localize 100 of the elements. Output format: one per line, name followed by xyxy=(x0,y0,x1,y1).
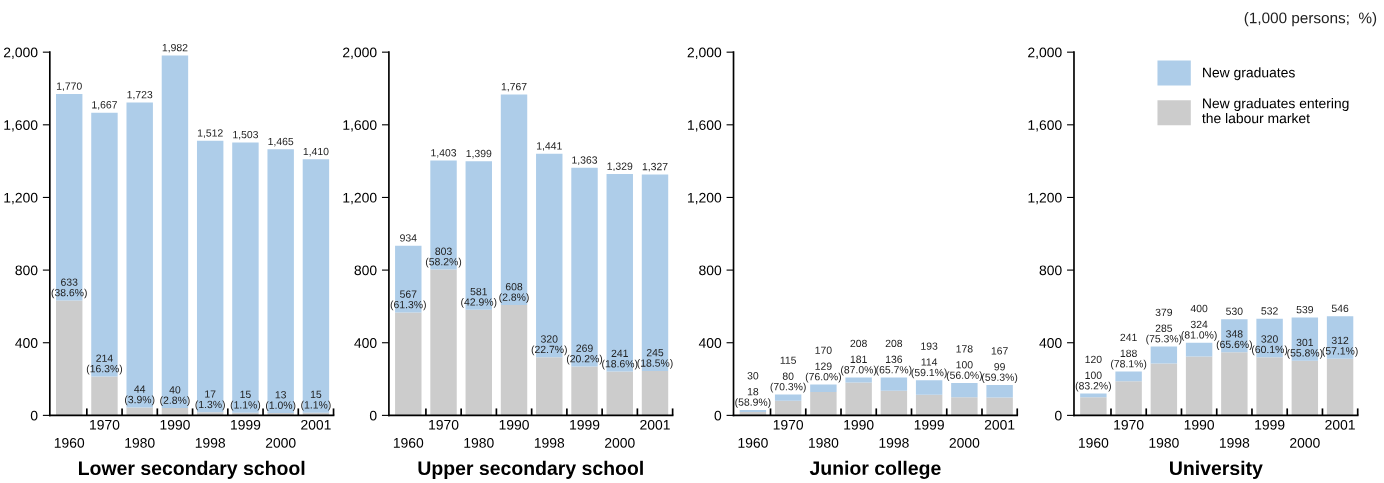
y-tick-label: 2,000 xyxy=(687,47,722,59)
total-label: 1,410 xyxy=(303,147,329,157)
data-label: 100 (56.0%) xyxy=(946,361,982,381)
bar xyxy=(986,397,1013,416)
bar xyxy=(161,408,189,416)
y-tick-label: 1,200 xyxy=(1028,192,1062,205)
data-label: 17 (1.3%) xyxy=(195,390,225,411)
data-label: 269 (20.2%) xyxy=(566,344,603,365)
data-label: 99 (59.3%) xyxy=(982,363,1018,383)
data-label: 136 (65.7%) xyxy=(876,355,912,376)
total-label: 208 xyxy=(885,339,903,348)
total-label: 1,667 xyxy=(92,101,117,110)
bar xyxy=(880,377,908,391)
data-label: 114 (59.1%) xyxy=(911,358,947,379)
total-label: 30 xyxy=(747,372,759,380)
data-label: 129 (76.0%) xyxy=(805,362,841,383)
text: Upper secondary school xyxy=(418,460,643,479)
bar xyxy=(1221,352,1248,416)
bar xyxy=(196,412,224,416)
data-label: 567 (61.3%) xyxy=(390,290,426,311)
data-label: 80 (70.3%) xyxy=(770,372,806,393)
total-label: 379 xyxy=(1155,308,1173,317)
bar xyxy=(161,55,189,409)
y-tick-label: 0 xyxy=(714,410,722,421)
total-label: 170 xyxy=(815,346,832,354)
x-tick-label: 1990 xyxy=(160,419,190,430)
bar xyxy=(500,304,528,416)
x-tick-label: 1980 xyxy=(809,437,839,448)
x-tick-label: 1999 xyxy=(231,419,261,430)
bar xyxy=(571,366,598,416)
bar xyxy=(126,407,153,416)
bar xyxy=(55,300,83,416)
y-tick-label: 0 xyxy=(1055,410,1062,421)
legend-label: New graduates entering the labour market xyxy=(1202,98,1349,124)
total-label: 241 xyxy=(1120,333,1137,341)
y-tick-label: 400 xyxy=(354,338,377,348)
bar xyxy=(1256,357,1283,416)
legend-label: New graduates xyxy=(1203,67,1295,81)
x-tick-label: 1980 xyxy=(464,437,494,448)
x-tick-label: 2000 xyxy=(1290,437,1320,448)
bar xyxy=(267,149,294,414)
x-tick-label: 1970 xyxy=(1114,419,1144,430)
bar xyxy=(196,140,224,413)
data-label: 214 (16.3%) xyxy=(86,354,123,375)
total-label: 115 xyxy=(780,356,797,364)
y-tick-label: 1,200 xyxy=(343,192,377,205)
y-tick-label: 1,600 xyxy=(688,120,722,132)
data-label: 15 (1.1%) xyxy=(301,390,331,411)
total-label: 539 xyxy=(1296,305,1314,314)
x-tick-label: 2001 xyxy=(1325,419,1355,430)
x-tick-label: 1970 xyxy=(429,419,459,430)
y-tick-label: 1,600 xyxy=(1028,120,1062,132)
total-label: 1,363 xyxy=(572,156,598,165)
data-label: 40 (2.8%) xyxy=(160,386,190,407)
x-tick-label: 1998 xyxy=(195,437,226,448)
y-tick-label: 800 xyxy=(354,265,377,276)
bar xyxy=(126,102,153,408)
x-tick-label: 1970 xyxy=(773,419,804,430)
data-label: 15 (1.1%) xyxy=(230,390,261,411)
total-label: 1,770 xyxy=(56,82,82,92)
data-label: 13 (1.0%) xyxy=(265,391,296,411)
total-label: 120 xyxy=(1085,355,1102,364)
y-tick-label: 2,000 xyxy=(1028,47,1062,59)
y-tick-label: 800 xyxy=(699,265,722,276)
data-label: 803 (58.2%) xyxy=(425,247,462,268)
x-tick-label: 1960 xyxy=(738,437,768,448)
bar xyxy=(774,400,802,416)
total-label: 193 xyxy=(921,342,938,350)
x-tick-label: 2000 xyxy=(265,437,296,448)
y-tick-label: 800 xyxy=(15,265,38,276)
bar xyxy=(1291,360,1319,416)
text: University xyxy=(1170,460,1263,479)
y-tick-label: 0 xyxy=(369,410,377,421)
bar xyxy=(1326,358,1354,416)
bar xyxy=(395,312,422,416)
bar xyxy=(845,377,872,383)
y-tick-label: 1,200 xyxy=(4,192,38,205)
x-tick-label: 1980 xyxy=(125,437,155,448)
y-tick-label: 400 xyxy=(15,338,38,348)
bar xyxy=(845,382,872,416)
bar xyxy=(986,385,1013,398)
bar xyxy=(1080,397,1107,416)
y-tick-label: 1,600 xyxy=(4,120,38,132)
total-label: 546 xyxy=(1331,304,1349,313)
x-tick-label: 1998 xyxy=(879,437,909,448)
bar xyxy=(1115,371,1142,382)
data-label: 44 (3.9%) xyxy=(125,385,155,406)
total-label: 1,441 xyxy=(537,142,562,151)
bar xyxy=(774,394,802,401)
y-tick-label: 400 xyxy=(698,338,722,348)
text: (1,000 persons; %) xyxy=(1244,12,1377,27)
x-tick-label: 1998 xyxy=(534,437,565,448)
data-label: 312 (57.1%) xyxy=(1322,336,1358,357)
bar xyxy=(91,376,118,416)
text: Lower secondary school xyxy=(78,460,305,479)
data-label: 245 (18.5%) xyxy=(637,348,673,369)
y-tick-label: 2,000 xyxy=(3,47,38,59)
data-label: 285 (75.3%) xyxy=(1146,324,1182,345)
bar xyxy=(915,380,943,395)
y-tick-label: 400 xyxy=(1039,338,1062,348)
